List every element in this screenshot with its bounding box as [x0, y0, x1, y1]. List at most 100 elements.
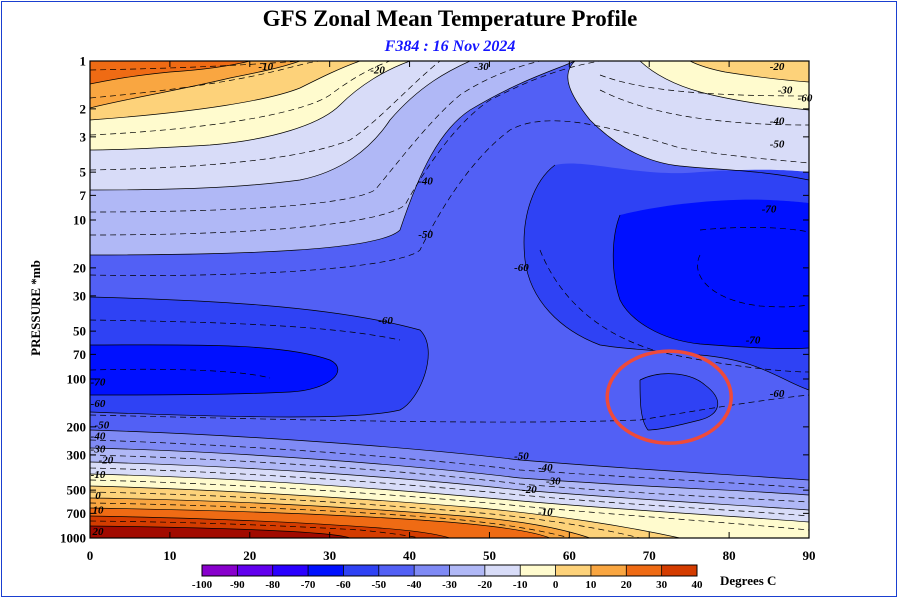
contour-label: -70 [746, 335, 761, 347]
contour-label: 20 [92, 526, 105, 538]
contour-label: -60 [514, 262, 529, 274]
contour-label: 10 [93, 504, 105, 516]
band-cold-pool-left-minus70 [90, 344, 338, 395]
contour-label: -20 [99, 455, 114, 467]
colorbar-label: -90 [230, 579, 245, 591]
colorbar-label: 30 [656, 579, 668, 591]
contour-label: -50 [514, 450, 529, 462]
contour-label: -60 [798, 93, 813, 105]
colorbar-label: 20 [621, 579, 633, 591]
colorbar-label: 40 [692, 579, 704, 591]
contour-label: -40 [770, 115, 785, 127]
colorbar-swatch [626, 565, 663, 576]
contour-labels: -10 -20 -30-40-50-60-60-70-70-60-50-40-30-… [91, 61, 813, 538]
colorbar-label: -70 [301, 579, 316, 591]
y-tick-label: 100 [67, 372, 87, 387]
band-cold-pool-right-minus70 [613, 199, 809, 349]
y-tick-label: 2 [80, 101, 87, 116]
colorbar-swatch [308, 565, 344, 576]
contour-label: -60 [91, 398, 106, 410]
contour-label: -60 [378, 315, 393, 327]
y-tick-label: 3 [80, 129, 87, 144]
contour-label: -20 [770, 61, 785, 73]
x-tick-label: 90 [803, 548, 816, 563]
highlight-ellipse [605, 349, 733, 445]
colorbar-swatch [414, 565, 450, 576]
colorbar-swatch [661, 565, 698, 576]
colorbar-label: -60 [336, 579, 351, 591]
contour-label: -50 [418, 229, 433, 241]
contour-label: -30 [91, 444, 106, 456]
x-tick-label: 50 [483, 548, 496, 563]
chart-subtitle: F384 : 16 Nov 2024 [384, 38, 516, 55]
colorbar-label: -50 [371, 579, 386, 591]
contour-label: -20 [370, 65, 385, 77]
y-tick-label: 1000 [60, 531, 86, 546]
colorbar-swatch [555, 565, 592, 576]
contour-label: -50 [770, 139, 785, 151]
y-tick-label: 300 [67, 447, 87, 462]
band-upper-left-20 [90, 61, 250, 84]
colorbar-swatch [343, 565, 380, 576]
contour-label: -10 [538, 506, 553, 518]
y-tick-label: 5 [80, 165, 87, 180]
x-tick-label: 60 [563, 548, 576, 563]
contour-label: -10 [258, 61, 273, 73]
contour-label: -60 [770, 388, 785, 400]
colorbar-label: 10 [585, 579, 597, 591]
y-tick-label: 20 [73, 260, 86, 275]
contour-field [90, 61, 809, 538]
y-tick-label: 500 [67, 483, 87, 498]
colorbar-swatch [202, 565, 238, 576]
plot-border [89, 60, 810, 539]
colorbar-swatch [449, 565, 486, 576]
band-lower-40 [90, 526, 350, 538]
colorbar-label: 0 [553, 579, 559, 591]
band-tropopause-dip [640, 373, 718, 430]
colorbar-label: -20 [478, 579, 493, 591]
contour-label: -40 [91, 430, 106, 442]
colorbar-swatch [590, 565, 627, 576]
contour-label: -70 [762, 204, 777, 216]
contour-label: -40 [418, 176, 433, 188]
x-tick-label: 70 [643, 548, 656, 563]
x-tick-label: 40 [403, 548, 416, 563]
contour-label: -70 [91, 377, 106, 389]
colorbar-label: -40 [407, 579, 422, 591]
contour-label: -10 [91, 469, 106, 481]
chart-title: GFS Zonal Mean Temperature Profile [262, 6, 638, 31]
y-tick-label: 1 [80, 54, 87, 69]
x-axis: 0 10 20 30 40 50 60 70 80 90 [87, 61, 816, 563]
y-tick-label: 700 [67, 506, 87, 521]
contour-label: -50 [95, 420, 110, 432]
contour-label: -40 [538, 462, 553, 474]
colorbar-label: -100 [192, 579, 213, 591]
contour-label: -30 [546, 475, 561, 487]
colorbar-swatch [237, 565, 274, 576]
x-tick-label: 30 [323, 548, 336, 563]
y-tick-label: 7 [80, 188, 87, 203]
contour-label: -30 [474, 61, 489, 73]
colorbar-swatch [272, 565, 309, 576]
x-tick-label: 80 [723, 548, 736, 563]
contour-lines [90, 61, 809, 538]
colorbar-label: -80 [265, 579, 280, 591]
colorbar-units-label: Degrees C [720, 573, 776, 588]
y-tick-label: 200 [67, 419, 87, 434]
contour-label: -20 [522, 484, 537, 496]
dashed-contours [90, 61, 809, 538]
colorbar-label: -30 [442, 579, 457, 591]
y-tick-label: 30 [73, 288, 86, 303]
colorbar: -100 -90 -80 -70 -60 -50 -40 -30 -20 -10 0 10 20 30 40 [192, 564, 704, 591]
contour-label: 0 [95, 490, 101, 502]
colorbar-swatch [520, 565, 557, 576]
colorbar-swatch [484, 565, 521, 576]
colorbar-label: -10 [513, 579, 528, 591]
band-upper-right-minus10 [690, 61, 809, 82]
y-tick-label: 70 [73, 347, 86, 362]
x-tick-label: 0 [87, 548, 94, 563]
x-tick-label: 20 [243, 548, 256, 563]
y-tick-label: 50 [73, 324, 86, 339]
